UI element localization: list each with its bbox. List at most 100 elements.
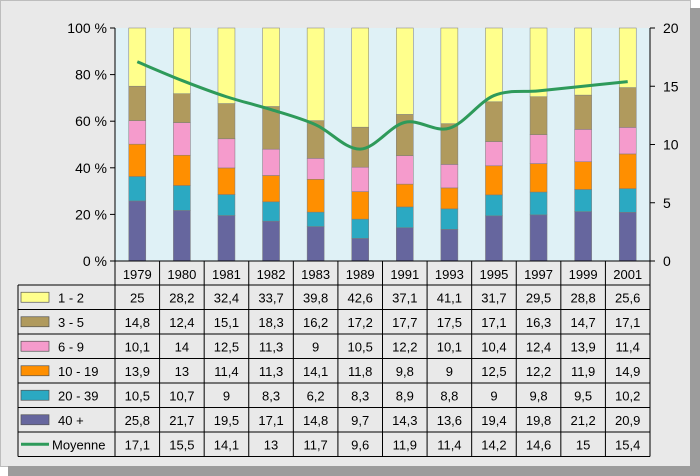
table-cell-value: 11,3 — [259, 364, 283, 379]
table-cell-value: 18,3 — [258, 315, 283, 330]
bar-segment — [217, 167, 236, 195]
table-cell-value: 12,2 — [526, 364, 551, 379]
table-cell-value: 12,5 — [481, 364, 506, 379]
table-cell-value: 11,9 — [571, 364, 595, 379]
legend-label: 6 - 9 — [58, 339, 84, 354]
bar-segment — [485, 101, 503, 142]
bar-segment — [574, 27, 592, 96]
table-cell-value: 9 — [223, 388, 230, 403]
table-cell-value: 14,6 — [526, 437, 551, 452]
bar-segment — [574, 129, 592, 162]
legend-swatch — [20, 414, 50, 426]
table-cell-value: 9,5 — [574, 388, 592, 403]
legend-label: 40 + — [58, 413, 84, 428]
table-cell-value: 17,1 — [615, 315, 640, 330]
table-cell-value: 8,3 — [351, 388, 369, 403]
bar-segment — [351, 218, 369, 239]
bar-segment — [485, 194, 503, 217]
bar-segment — [173, 210, 191, 262]
left-tick-label: 20 % — [75, 206, 107, 222]
bar-segment — [396, 206, 414, 228]
table-cell-value: 21,2 — [570, 413, 595, 428]
bar-segment — [128, 143, 147, 177]
bar-segment — [618, 153, 637, 189]
bar-segment — [262, 27, 280, 107]
legend-swatch — [20, 340, 50, 352]
bar-segment — [396, 155, 414, 185]
table-cell-value: 17,1 — [125, 437, 150, 452]
frame-shadow-bottom — [8, 466, 700, 476]
table-cell-value: 14,8 — [303, 413, 328, 428]
x-tick-label: 1983 — [301, 267, 330, 282]
table-cell-value: 15,4 — [615, 437, 640, 452]
table-cell-value: 9 — [446, 364, 453, 379]
table-cell-value: 21,7 — [169, 413, 194, 428]
left-tick-label: 40 % — [75, 160, 107, 176]
bar-segment — [217, 194, 236, 216]
legend-swatch — [20, 389, 50, 401]
bar-segment — [574, 189, 592, 212]
table-cell-value: 11,4 — [437, 437, 461, 452]
bar-segment — [485, 141, 503, 167]
table-cell-value: 11,8 — [348, 364, 372, 379]
bar-segment — [396, 227, 414, 262]
table-cell-value: 9 — [490, 388, 497, 403]
bar-segment — [529, 96, 548, 135]
table-cell-value: 10,5 — [125, 388, 150, 403]
table-cell-value: 6,2 — [307, 388, 325, 403]
right-tick-label: 15 — [663, 78, 679, 94]
table-cell-value: 14,2 — [481, 437, 506, 452]
table-cell-value: 25,8 — [125, 413, 150, 428]
right-tick-label: 10 — [663, 137, 679, 153]
bar-segment — [440, 27, 459, 124]
bar-segment — [262, 148, 280, 176]
table-cell-value: 17,1 — [481, 315, 506, 330]
legend-swatch — [20, 291, 50, 303]
table-cell-value: 33,7 — [258, 290, 283, 305]
bar-segment — [618, 27, 637, 88]
bar-segment — [440, 187, 459, 210]
x-tick-label: 1989 — [346, 267, 375, 282]
bar-segment — [128, 176, 147, 202]
table-cell-value: 12,4 — [526, 339, 551, 354]
table-cell-value: 15 — [576, 437, 590, 452]
bar-segment — [262, 220, 280, 262]
bar-segment — [396, 27, 414, 115]
bar-segment — [217, 27, 236, 104]
table-cell-value: 10,4 — [481, 339, 506, 354]
table-cell-value: 28,2 — [169, 290, 194, 305]
table-cell-value: 15,1 — [214, 315, 239, 330]
table-cell-value: 9,8 — [530, 388, 548, 403]
bar-segment — [306, 211, 325, 227]
bar-segment — [306, 158, 325, 180]
plot-area — [115, 28, 650, 261]
legend-label: 20 - 39 — [58, 388, 98, 403]
right-tick-label: 0 — [663, 253, 671, 269]
bar-segment — [351, 191, 369, 220]
table-cell-value: 12,5 — [214, 339, 239, 354]
table-cell-value: 9,7 — [351, 413, 369, 428]
bar-segment — [217, 103, 236, 140]
x-tick-label: 1993 — [435, 267, 464, 282]
table-cell-value: 10,1 — [125, 339, 150, 354]
x-tick-label: 2001 — [613, 267, 642, 282]
table-cell-value: 11,4 — [214, 364, 238, 379]
bar-segment — [173, 154, 191, 186]
bar-segment — [574, 94, 592, 130]
table-cell-value: 25,6 — [615, 290, 640, 305]
bar-segment — [351, 238, 369, 262]
x-tick-label: 1997 — [524, 267, 553, 282]
bar-segment — [574, 161, 592, 190]
table-cell-value: 10,2 — [615, 388, 640, 403]
bar-segment — [574, 211, 592, 262]
legend-label: 1 - 2 — [58, 290, 84, 305]
table-cell-value: 11,4 — [616, 339, 640, 354]
table-cell-value: 17,1 — [258, 413, 283, 428]
bar-segment — [217, 138, 236, 169]
bar-segment — [618, 127, 637, 155]
bar-segment — [306, 226, 325, 262]
bar-segment — [485, 165, 503, 196]
left-tick-label: 60 % — [75, 113, 107, 129]
table-cell-value: 13,6 — [437, 413, 462, 428]
bar-segment — [128, 27, 147, 87]
